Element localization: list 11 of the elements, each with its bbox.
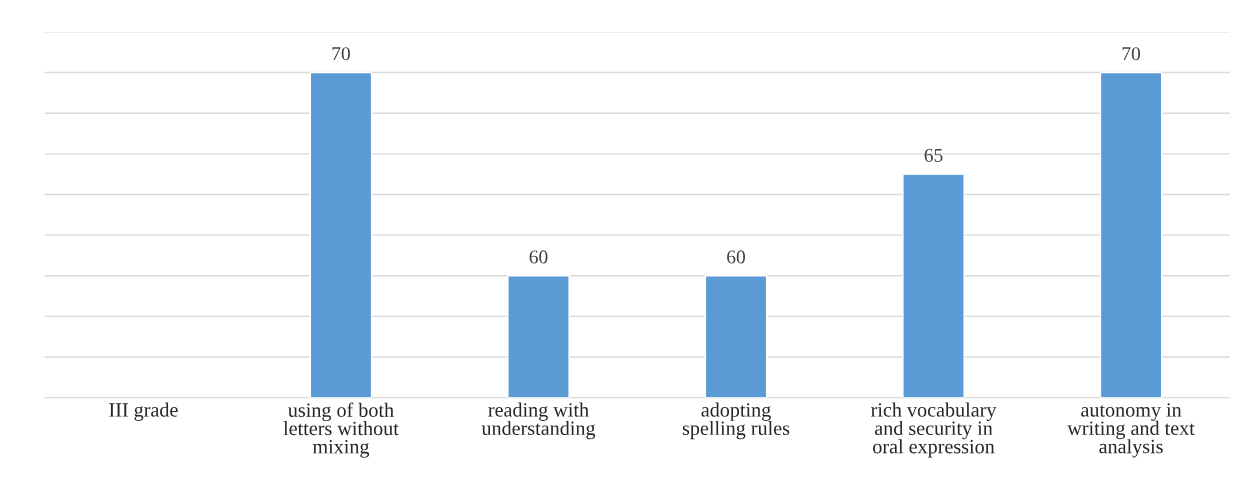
x-tick-label: III grade [109, 402, 178, 421]
data-label: 60 [727, 250, 745, 264]
data-label: 70 [332, 47, 350, 61]
x-tick-label: rich vocabulary and security in oral expression [871, 402, 997, 458]
x-tick-label: autonomy in writing and text analysis [1067, 403, 1195, 458]
x-tick-label: reading with understanding [481, 402, 596, 440]
data-label: 65 [924, 148, 943, 162]
x-tick-label: adopting spelling rules [682, 402, 790, 440]
x-tick-label: using of both letters without mixing [283, 402, 399, 458]
data-label: 70 [1122, 47, 1141, 61]
data-label: 60 [529, 250, 548, 264]
